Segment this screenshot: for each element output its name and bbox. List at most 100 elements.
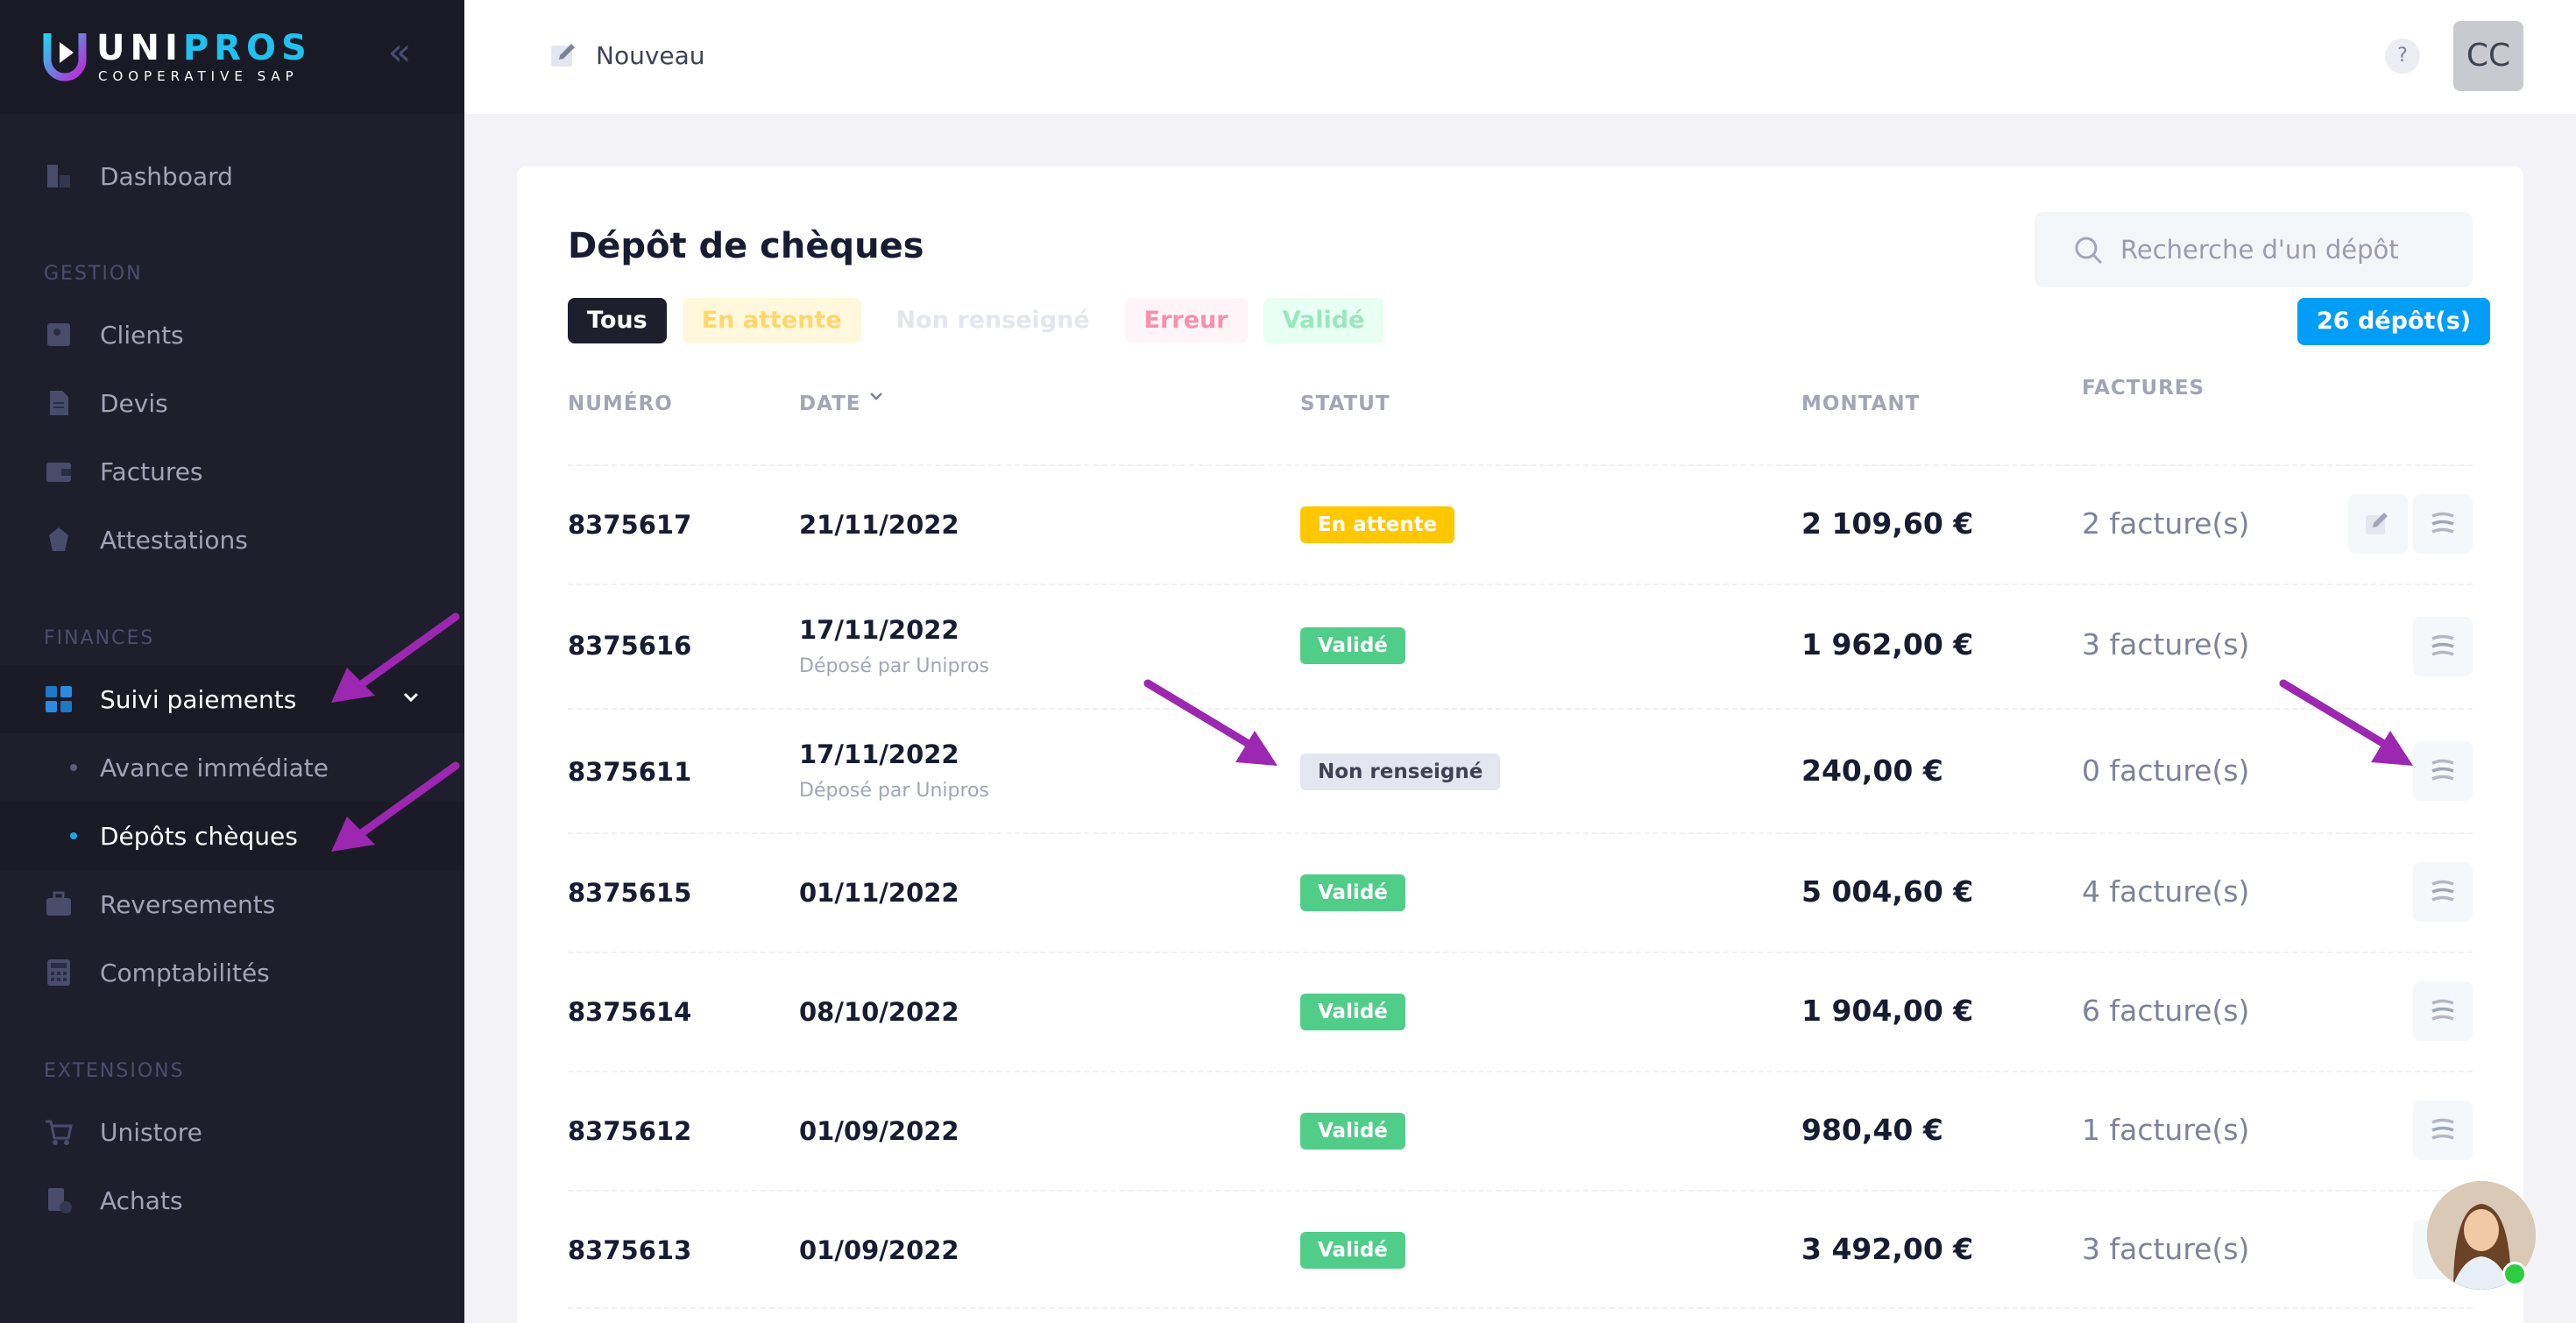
logo-text: UNIPROS [96,28,312,68]
calculator-icon [47,959,70,986]
sidebar-item-label: Attestations [100,525,248,555]
table-row[interactable]: 8375616 17/11/2022 Déposé par Unipros Va… [568,584,2473,708]
cell-date: 01/09/2022 [799,1235,959,1265]
sidebar-item-comptabilites[interactable]: Comptabilités [0,938,464,1007]
grid-icon [46,686,72,712]
cell-date: 17/11/2022 [799,739,959,769]
sidebar-item-dashboard[interactable]: Dashboard [0,142,464,210]
logo[interactable]: UNIPROS COOPERATIVE SAP [42,26,307,88]
cell-factures: 2 facture(s) [2082,506,2250,541]
cell-date: 21/11/2022 [799,510,959,540]
details-button[interactable] [2413,1100,2473,1160]
sidebar-item-factures[interactable]: Factures [0,437,464,506]
cell-montant: 980,40 € [1801,1113,1943,1147]
cell-factures: 3 facture(s) [2082,627,2250,662]
cell-numero: 8375611 [568,757,692,787]
details-button[interactable] [2413,981,2473,1041]
cell-date: 01/09/2022 [799,1116,959,1146]
list-icon [2431,880,2454,902]
search-input[interactable] [2120,212,2462,287]
sidebar-item-label: Dépôts chèques [100,821,298,851]
dashboard-icon [47,165,70,187]
cell-numero: 8375612 [568,1116,692,1146]
logo-subtitle: COOPERATIVE SAP [98,68,299,84]
filter-valide[interactable]: Validé [1263,298,1384,343]
cell-date: 01/11/2022 [799,878,959,908]
details-button[interactable] [2413,617,2473,676]
sidebar-item-reversements[interactable]: Reversements [0,870,464,938]
new-button-label: Nouveau [596,40,705,70]
edit-row-button[interactable] [2348,494,2408,554]
table-row[interactable]: 8375612 01/09/2022 Validé 980,40 € 1 fac… [568,1071,2473,1190]
cell-numero: 8375617 [568,510,692,540]
sidebar-subitem-avance-immediate[interactable]: Avance immédiate [0,733,464,802]
section-gestion: GESTION [44,263,143,285]
sidebar-item-label: Comptabilités [100,958,270,987]
cell-factures: 6 facture(s) [2082,994,2250,1028]
page-title: Dépôt de chèques [568,226,924,266]
filter-non-renseigne[interactable]: Non renseigné [876,298,1109,343]
new-button[interactable]: Nouveau [548,40,705,70]
sidebar-item-label: Avance immédiate [100,753,329,782]
sidebar-item-attestations[interactable]: Attestations [0,506,464,574]
sidebar-item-clients[interactable]: Clients [0,301,464,369]
filter-erreur[interactable]: Erreur [1124,298,1248,343]
details-button[interactable] [2413,494,2473,554]
sidebar-item-label: Dashboard [100,161,233,191]
column-header-statut: STATUT [1300,393,1391,415]
sidebar-header: UNIPROS COOPERATIVE SAP « [0,0,464,114]
sidebar-item-label: Clients [100,320,184,350]
table-row[interactable]: 8375614 08/10/2022 Validé 1 904,00 € 6 f… [568,952,2473,1071]
logo-u-icon [43,33,87,81]
status-badge: Non renseigné [1300,753,1501,790]
bullet-icon [70,764,77,771]
annotation-arrow-icon [2279,679,2413,766]
chat-support-button[interactable] [2427,1181,2536,1290]
sidebar-item-devis[interactable]: Devis [0,369,464,437]
status-badge: Validé [1300,1113,1405,1150]
cell-date: 17/11/2022 [799,615,959,645]
cell-date: 08/10/2022 [799,997,959,1027]
table-row[interactable]: 8375615 01/11/2022 Validé 5 004,60 € 4 f… [568,832,2473,952]
column-header-date[interactable]: DATE [799,393,861,415]
filter-en-attente[interactable]: En attente [682,298,861,343]
column-header-factures: FACTURES [2082,377,2205,400]
sidebar-item-label: Achats [100,1185,183,1215]
sidebar-item-label: Unistore [100,1117,202,1147]
sidebar-item-achats[interactable]: Achats [0,1166,464,1235]
filter-tous[interactable]: Tous [568,298,667,343]
user-avatar[interactable]: CC [2453,21,2523,91]
cell-numero: 8375613 [568,1235,692,1265]
help-button[interactable]: ? [2385,39,2420,74]
table-row[interactable]: 8375617 21/11/2022 En attente 2 109,60 €… [568,464,2473,584]
sort-chevron-down-icon[interactable] [866,386,887,407]
details-button[interactable] [2413,741,2473,801]
online-status-dot [2502,1262,2527,1286]
column-header-numero: NUMÉRO [568,393,673,415]
sidebar-item-unistore[interactable]: Unistore [0,1098,464,1166]
status-badge: Validé [1300,994,1405,1030]
search-box[interactable] [2035,212,2473,287]
table-row[interactable]: 8375611 17/11/2022 Déposé par Unipros No… [568,708,2473,832]
collapse-sidebar-button[interactable]: « [387,30,412,74]
status-badge: Validé [1300,627,1405,664]
table-row[interactable]: 8375613 01/09/2022 Validé 3 492,00 € 3 f… [568,1190,2473,1309]
sidebar-item-suivi-paiements[interactable]: Suivi paiements [0,665,464,733]
cell-montant: 2 109,60 € [1801,506,1974,541]
list-icon [2431,1118,2454,1140]
list-icon [2431,634,2454,656]
annotation-arrow-icon [331,761,460,852]
sidebar-item-label: Devis [100,388,168,418]
cell-montant: 1 904,00 € [1801,994,1974,1028]
cell-montant: 3 492,00 € [1801,1232,1974,1266]
edit-icon [2366,513,2388,534]
status-badge: Validé [1300,874,1405,911]
depots-card: Dépôt de chèques Tous En attente Non ren… [517,166,2523,1323]
bullet-icon [70,832,77,839]
cell-montant: 1 962,00 € [1801,627,1974,662]
list-icon [2431,512,2454,534]
cart-icon [46,1120,73,1145]
details-button[interactable] [2413,862,2473,922]
cell-factures: 4 facture(s) [2082,874,2250,909]
cell-numero: 8375614 [568,997,692,1027]
